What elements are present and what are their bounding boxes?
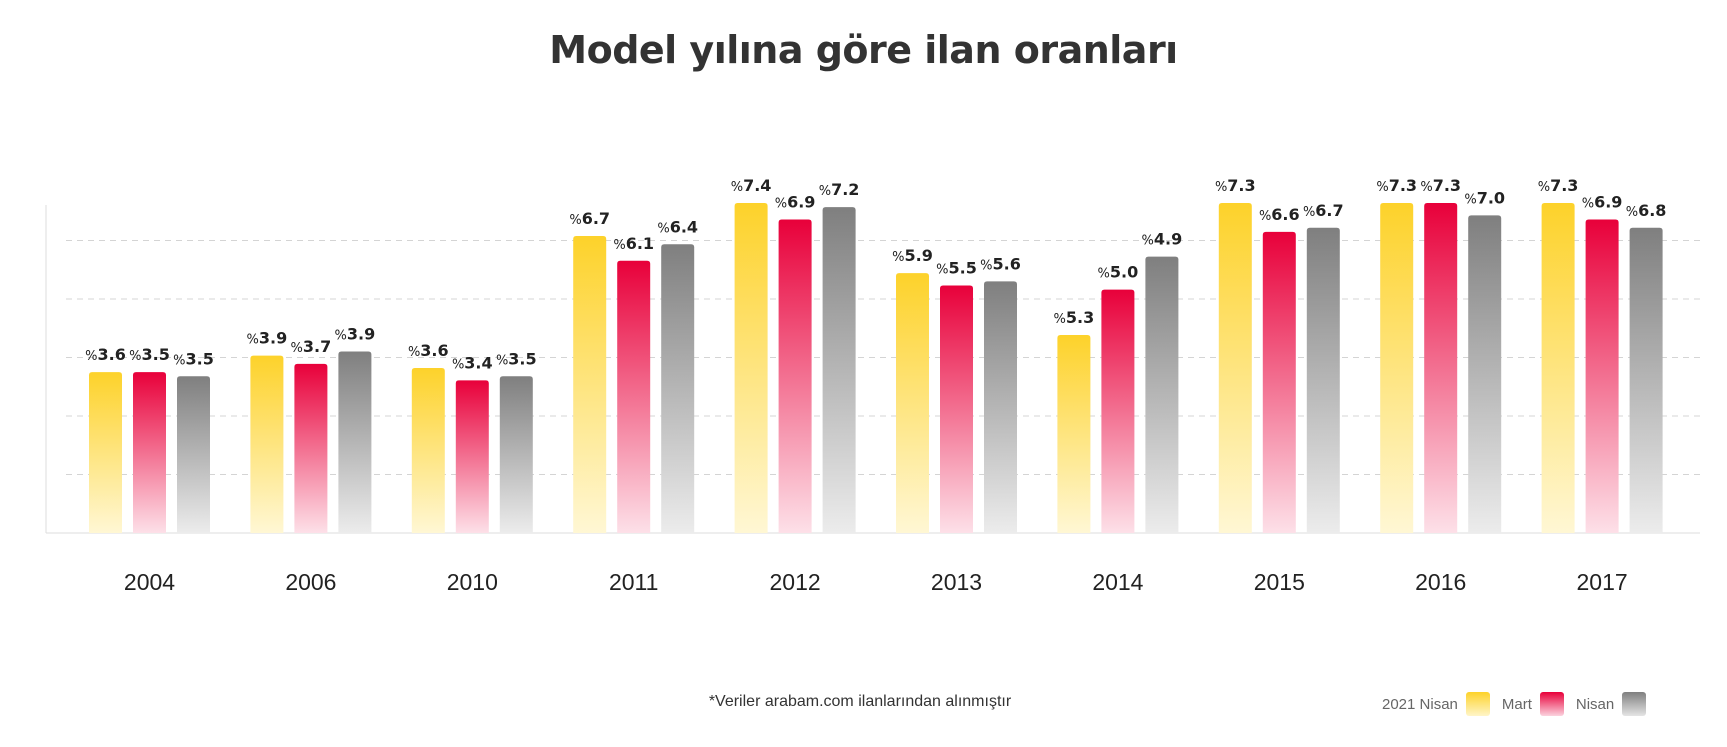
data-label: %6.9: [775, 193, 816, 212]
bar-2012-nisan: [822, 207, 856, 533]
data-label: %3.6: [85, 345, 126, 364]
x-tick-2015: 2015: [1254, 569, 1305, 595]
bar-2014-nisan: [1145, 256, 1179, 533]
data-label: %7.0: [1464, 188, 1505, 207]
bar-2013-2021-nisan: [896, 273, 929, 533]
data-label: %3.5: [496, 349, 537, 368]
bar-2011-2021-nisan: [573, 236, 607, 533]
data-label: %5.3: [1054, 308, 1095, 327]
data-label: %7.3: [1420, 176, 1461, 195]
bar-2012-2021-nisan: [734, 203, 768, 533]
legend-item-nisan: Nisan: [1575, 692, 1647, 716]
data-label: %5.5: [936, 259, 977, 278]
x-tick-labels: 2004 2006 2010 2011 2012 2013 2014 2015 2016 2017: [124, 569, 1628, 595]
x-tick-2011: 2011: [609, 569, 658, 595]
bar-2004-mart: [133, 372, 166, 533]
x-tick-2012: 2012: [770, 569, 821, 595]
data-label: %7.2: [819, 180, 860, 199]
data-label: %5.9: [892, 246, 933, 265]
legend-label: Nisan: [1575, 695, 1615, 713]
data-label: %3.5: [129, 345, 170, 364]
bar-2015-nisan: [1306, 227, 1340, 533]
data-label: %6.8: [1626, 201, 1667, 220]
data-label: %5.6: [980, 254, 1021, 273]
bar-2011-mart: [617, 260, 651, 533]
grid-lines: [66, 240, 1700, 475]
bar-2004-2021-nisan: [89, 372, 122, 533]
data-label: %3.5: [173, 349, 214, 368]
bar-2006-nisan: [338, 351, 372, 533]
legend-label: Mart: [1501, 695, 1532, 713]
data-label: %7.3: [1538, 176, 1579, 195]
legend-label: 2021 Nisan: [1382, 695, 1458, 713]
bar-2015-2021-nisan: [1218, 203, 1252, 533]
legend-swatch-yellow: [1465, 692, 1490, 716]
data-label: %6.7: [569, 209, 610, 228]
data-label: %7.3: [1215, 176, 1256, 195]
bars: [89, 203, 1663, 533]
data-label: %3.9: [335, 325, 376, 344]
bar-2012-mart: [778, 219, 812, 533]
bar-2017-nisan: [1629, 227, 1663, 533]
legend-item-2021-nisan: 2021 Nisan: [1382, 692, 1490, 716]
data-label: %3.7: [291, 337, 332, 356]
bar-2010-mart: [455, 380, 489, 533]
data-label: %5.0: [1098, 263, 1139, 282]
bar-2006-mart: [294, 363, 328, 533]
data-label: %6.4: [657, 217, 698, 236]
bar-2011-nisan: [661, 244, 695, 533]
footnote: *Veriler arabam.com ilanlarından alınmış…: [708, 693, 1012, 710]
bar-2016-mart: [1424, 203, 1458, 533]
data-label: %6.1: [613, 234, 654, 253]
bar-2006-2021-nisan: [250, 355, 284, 533]
x-tick-2006: 2006: [285, 569, 336, 595]
chart-title: Model yılına göre ilan oranları: [549, 28, 1178, 72]
x-tick-2004: 2004: [124, 569, 175, 595]
data-label: %7.4: [731, 176, 772, 195]
x-tick-2013: 2013: [931, 569, 982, 595]
bar-2014-2021-nisan: [1057, 335, 1091, 533]
legend: 2021 Nisan Mart Nisan: [1370, 692, 1647, 716]
legend-swatch-red: [1539, 692, 1564, 716]
data-labels: %3.6 %3.5 %3.5%3.9%3.7%3.9%3.6%3.4 %3.5%6.7…: [85, 176, 1666, 372]
data-label: %3.4: [452, 353, 493, 372]
data-label: %7.3: [1376, 176, 1417, 195]
bar-2010-nisan: [499, 376, 533, 533]
x-tick-2014: 2014: [1092, 569, 1143, 595]
data-label: %3.9: [247, 329, 288, 348]
bar-2013-mart: [940, 285, 973, 533]
data-label: %6.9: [1582, 193, 1623, 212]
legend-item-mart: Mart: [1502, 692, 1564, 716]
data-label: %4.9: [1142, 230, 1183, 249]
data-label: %6.6: [1259, 205, 1300, 224]
bar-2010-2021-nisan: [411, 368, 445, 533]
bar-2017-2021-nisan: [1541, 203, 1575, 533]
x-tick-2017: 2017: [1577, 569, 1628, 595]
data-label: %6.7: [1303, 201, 1344, 220]
bar-2015-mart: [1262, 231, 1296, 533]
x-tick-2010: 2010: [447, 569, 498, 595]
bar-2016-2021-nisan: [1380, 203, 1414, 533]
bar-2017-mart: [1585, 219, 1619, 533]
x-tick-2016: 2016: [1415, 569, 1466, 595]
legend-swatch-gray: [1622, 692, 1647, 716]
bar-2004-nisan: [177, 376, 210, 533]
bar-2016-nisan: [1468, 215, 1502, 533]
bar-chart: %3.6 %3.5 %3.5%3.9%3.7%3.9%3.6%3.4 %3.5%6.7…: [45, 176, 1700, 595]
data-label: %3.6: [408, 341, 449, 360]
bar-2013-nisan: [984, 281, 1017, 533]
bar-2014-mart: [1101, 289, 1135, 533]
